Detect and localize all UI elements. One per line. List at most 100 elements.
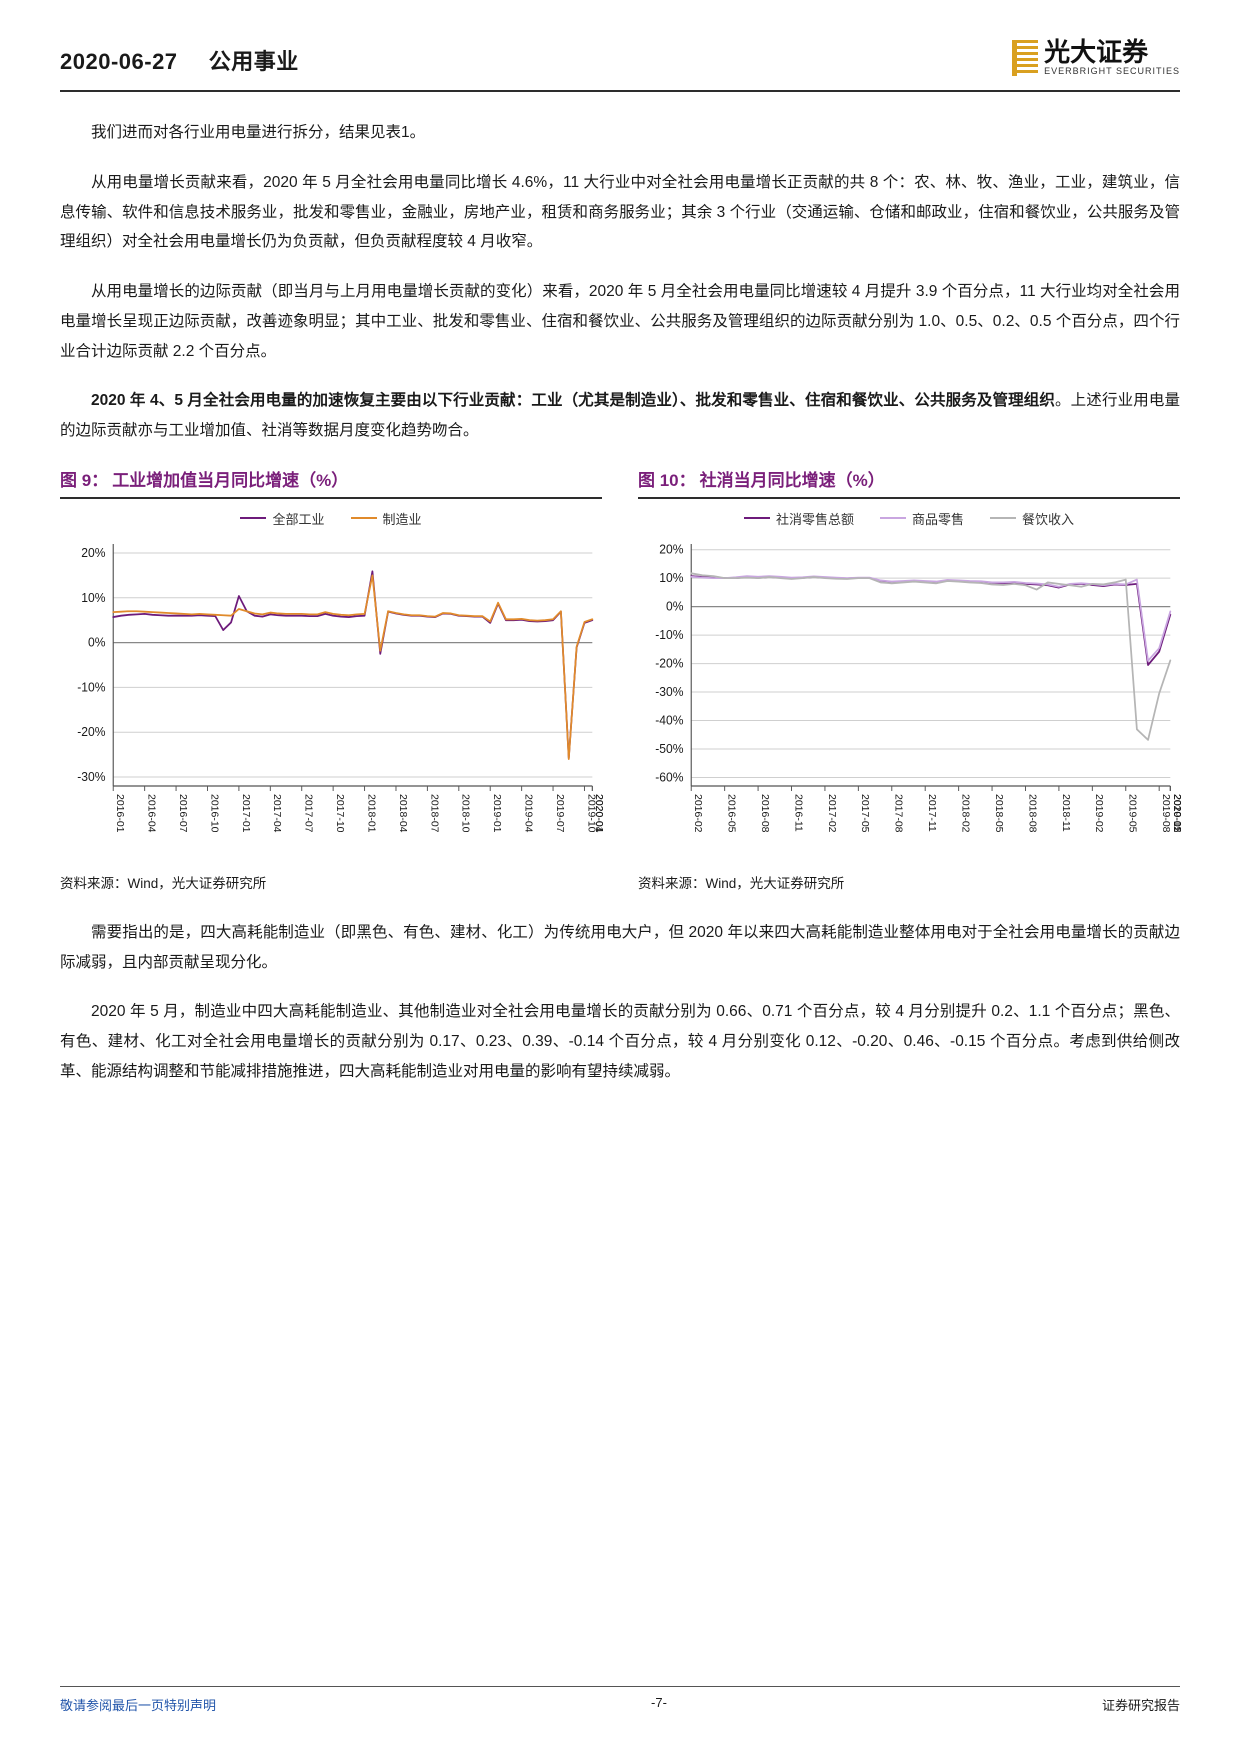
svg-text:20%: 20%: [659, 542, 683, 556]
svg-text:20%: 20%: [81, 546, 105, 560]
svg-text:2017-05: 2017-05: [859, 794, 870, 833]
chart10-title: 图 10： 社消当月同比增速（%）: [638, 466, 1180, 491]
body-text-span: 需要指出的是，四大高耗能制造业（即黑色、有色、建材、化工）为传统用电大户，但 2…: [60, 924, 1180, 971]
logo-icon-mark: [1012, 40, 1038, 76]
svg-text:2019-08: 2019-08: [1160, 794, 1171, 833]
chart9-legend-label-1: 制造业: [383, 509, 422, 528]
svg-text:2016-05: 2016-05: [726, 794, 737, 833]
svg-text:2016-01: 2016-01: [114, 794, 125, 833]
svg-text:2017-07: 2017-07: [303, 794, 314, 833]
chart10-legend-label-1: 商品零售: [912, 509, 964, 528]
svg-text:-40%: -40%: [655, 713, 683, 727]
svg-text:-50%: -50%: [655, 742, 683, 756]
body-paragraph: 我们进而对各行业用电量进行拆分，结果见表1。: [60, 118, 1180, 148]
svg-text:2018-07: 2018-07: [428, 794, 439, 833]
svg-text:2019-07: 2019-07: [554, 794, 565, 833]
body-text-bold-span: 2020 年 4、5 月全社会用电量的加速恢复主要由以下行业贡献：: [91, 392, 531, 409]
svg-text:2017-04: 2017-04: [271, 794, 282, 833]
svg-text:-10%: -10%: [655, 628, 683, 642]
footer-row: 敬请参阅最后一页特别声明 -7- 证券研究报告: [60, 1695, 1180, 1714]
chart-column-9: 图 9： 工业增加值当月同比增速（%） 全部工业 制造业 20% 10% 0% -10…: [60, 466, 602, 892]
paragraph-container: 我们进而对各行业用电量进行拆分，结果见表1。从用电量增长贡献来看，2020 年 …: [60, 118, 1180, 446]
chart-column-10: 图 10： 社消当月同比增速（%） 社消零售总额 商品零售 餐饮收入: [638, 466, 1180, 892]
svg-text:2020-04: 2020-04: [593, 794, 604, 833]
brand-logo: 光大证券 EVERBRIGHT SECURITIES: [1012, 40, 1180, 76]
svg-text:2019-01: 2019-01: [491, 794, 502, 833]
chart9-underline: [60, 497, 602, 499]
chart10-legend-line-0: [744, 517, 770, 519]
chart9-legend-item-1: 制造业: [351, 509, 422, 528]
chart10-legend-label-0: 社消零售总额: [776, 509, 854, 528]
charts-row: 图 9： 工业增加值当月同比增速（%） 全部工业 制造业 20% 10% 0% -10…: [60, 466, 1180, 892]
chart10-legend-item-1: 商品零售: [880, 509, 964, 528]
chart10-source: 资料来源：Wind，光大证券研究所: [638, 872, 1180, 892]
body-text-span: 1: [401, 124, 410, 141]
chart9-source: 资料来源：Wind，光大证券研究所: [60, 872, 602, 892]
chart10-legend-item-0: 社消零售总额: [744, 509, 854, 528]
body-paragraph: 2020 年 5 月，制造业中四大高耗能制造业、其他制造业对全社会用电量增长的贡…: [60, 997, 1180, 1086]
chart9-plot-area[interactable]: 20% 10% 0% -10% -20% -30% 2016-01 2016-04 2016-0…: [60, 536, 602, 866]
chart9-legend-line-1: [351, 517, 377, 519]
body-text-bold-span: 工业（尤其是制造业）、批发和零售业、住宿和餐饮业、公共服务及管理组织: [531, 392, 1055, 409]
chart10-legend-line-1: [880, 517, 906, 519]
body-paragraph: 2020 年 4、5 月全社会用电量的加速恢复主要由以下行业贡献：工业（尤其是制…: [60, 386, 1180, 446]
svg-text:2017-11: 2017-11: [926, 794, 937, 832]
svg-text:-10%: -10%: [77, 680, 105, 694]
chart9-legend-line-0: [240, 517, 266, 519]
svg-text:10%: 10%: [81, 590, 105, 604]
chart9-title-num: 图 9：: [60, 466, 108, 491]
page-footer: 敬请参阅最后一页特别声明 -7- 证券研究报告: [60, 1686, 1180, 1714]
svg-text:2017-08: 2017-08: [893, 794, 904, 833]
footer-left-text: 敬请参阅最后一页特别声明: [60, 1695, 216, 1714]
chart10-title-text: 社消当月同比增速（%）: [700, 466, 885, 491]
body-text-span: 从用电量增长的边际贡献（即当月与上月用电量增长贡献的变化）来看，2020 年 5…: [60, 283, 1180, 360]
svg-text:2018-11: 2018-11: [1060, 794, 1071, 832]
body-paragraph: 从用电量增长贡献来看，2020 年 5 月全社会用电量同比增长 4.6%，11 …: [60, 168, 1180, 257]
chart10-legend-label-2: 餐饮收入: [1022, 509, 1074, 528]
chart9-title: 图 9： 工业增加值当月同比增速（%）: [60, 466, 602, 491]
logo-text-sub: EVERBRIGHT SECURITIES: [1044, 66, 1180, 76]
paragraph-container-2: 需要指出的是，四大高耗能制造业（即黑色、有色、建材、化工）为传统用电大户，但 2…: [60, 918, 1180, 1087]
article-body-bottom: 需要指出的是，四大高耗能制造业（即黑色、有色、建材、化工）为传统用电大户，但 2…: [60, 918, 1180, 1087]
body-text-span: 。: [410, 124, 426, 141]
chart9-legend: 全部工业 制造业: [60, 509, 602, 528]
body-paragraph: 从用电量增长的边际贡献（即当月与上月用电量增长贡献的变化）来看，2020 年 5…: [60, 277, 1180, 366]
svg-text:2016-02: 2016-02: [692, 794, 703, 833]
svg-text:2016-10: 2016-10: [208, 794, 219, 833]
body-paragraph: 需要指出的是，四大高耗能制造业（即黑色、有色、建材、化工）为传统用电大户，但 2…: [60, 918, 1180, 978]
svg-text:2018-01: 2018-01: [365, 794, 376, 833]
article-body-top: 我们进而对各行业用电量进行拆分，结果见表1。从用电量增长贡献来看，2020 年 …: [60, 118, 1180, 446]
chart10-plot-area[interactable]: 20% 10% 0% -10% -20% -30% -40% -50% -60% 2016-02 2…: [638, 536, 1180, 866]
svg-text:2016-11: 2016-11: [792, 794, 803, 832]
header-category: 公用事业: [209, 49, 299, 74]
chart9-legend-label-0: 全部工业: [272, 509, 324, 528]
page-header: 2020-06-27 公用事业 光大证券 EVERBRIGHT SECURITI…: [60, 40, 1180, 84]
chart10-underline: [638, 497, 1180, 499]
svg-text:2018-10: 2018-10: [460, 794, 471, 833]
chart9-title-text: 工业增加值当月同比增速（%）: [112, 466, 348, 491]
header-divider: [60, 90, 1180, 92]
svg-text:2017-02: 2017-02: [826, 794, 837, 833]
svg-text:2019-04: 2019-04: [523, 794, 534, 833]
footer-page-number: -7-: [651, 1695, 667, 1714]
svg-text:2019-02: 2019-02: [1093, 794, 1104, 833]
svg-text:2016-08: 2016-08: [759, 794, 770, 833]
svg-text:2018-04: 2018-04: [397, 794, 408, 833]
svg-text:0%: 0%: [666, 599, 684, 613]
svg-text:2016-07: 2016-07: [177, 794, 188, 833]
chart10-legend-item-2: 餐饮收入: [990, 509, 1074, 528]
body-text-span: 从用电量增长贡献来看，2020 年 5 月全社会用电量同比增长 4.6%，11 …: [60, 174, 1180, 251]
footer-divider: [60, 1686, 1180, 1687]
svg-text:2016-04: 2016-04: [146, 794, 157, 833]
svg-text:2017-10: 2017-10: [334, 794, 345, 833]
svg-text:10%: 10%: [659, 571, 683, 585]
header-date: 2020-06-27: [60, 49, 178, 74]
svg-text:2018-02: 2018-02: [960, 794, 971, 833]
logo-text-main: 光大证券: [1044, 40, 1180, 66]
svg-text:-30%: -30%: [655, 685, 683, 699]
svg-text:2018-08: 2018-08: [1026, 794, 1037, 833]
chart10-legend-line-2: [990, 517, 1016, 519]
svg-text:-60%: -60%: [655, 770, 683, 784]
chart9-legend-item-0: 全部工业: [240, 509, 324, 528]
svg-text:2017-01: 2017-01: [240, 794, 251, 833]
